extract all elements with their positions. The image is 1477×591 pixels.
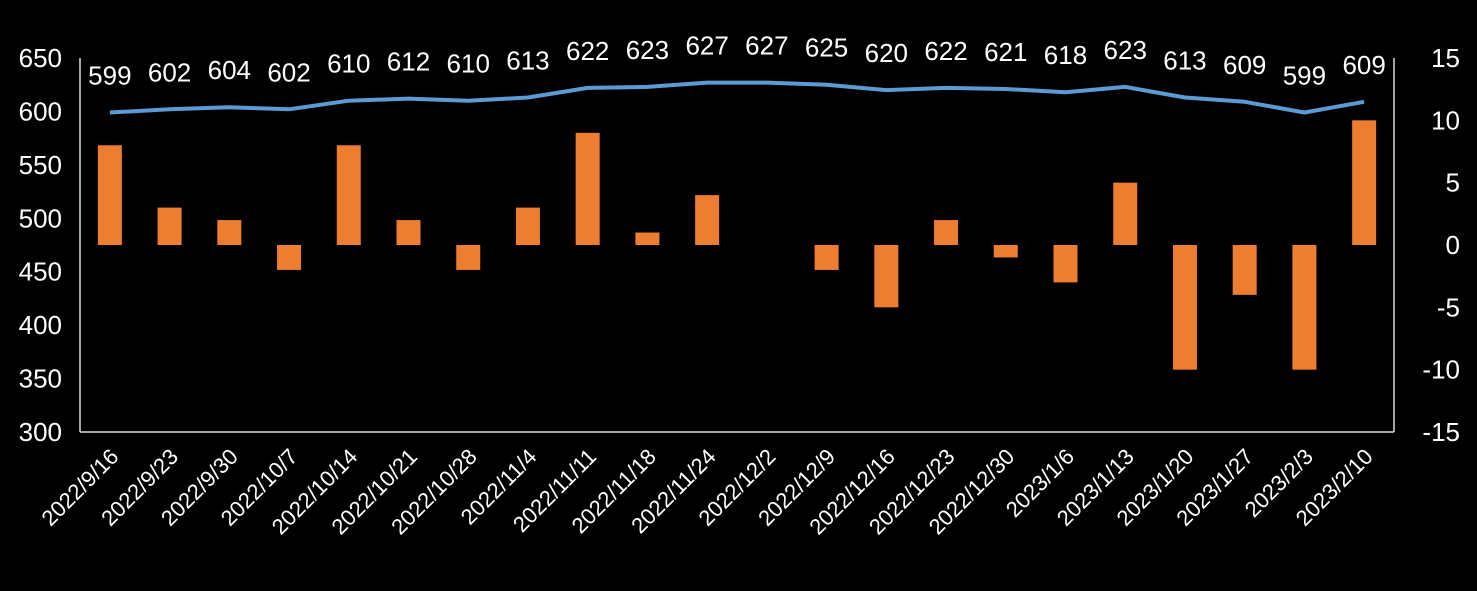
left-ticks: 650 600 550 500 450 400 350 300 xyxy=(19,43,62,447)
right-ticks: 15 10 5 0 -5 -10 -15 xyxy=(1422,43,1460,447)
line-data-label: 599 xyxy=(88,60,131,90)
right-tick-label: -10 xyxy=(1422,355,1460,385)
left-tick-label: 650 xyxy=(19,43,62,73)
line-data-label: 622 xyxy=(566,36,609,66)
line-data-label: 623 xyxy=(626,35,669,65)
bar xyxy=(874,245,899,308)
line-data-label: 612 xyxy=(387,47,430,77)
bar xyxy=(1053,245,1078,283)
bar xyxy=(97,145,122,245)
category-labels: 2022/9/162022/9/232022/9/302022/10/72022… xyxy=(37,444,1378,540)
line-data-label: 610 xyxy=(447,49,490,79)
left-tick-label: 450 xyxy=(19,257,62,287)
right-tick-label: 10 xyxy=(1431,105,1460,135)
line-series xyxy=(109,80,1365,115)
bar xyxy=(1292,245,1317,370)
series-line xyxy=(109,80,1365,115)
line-data-label: 627 xyxy=(745,31,788,61)
line-data-label: 620 xyxy=(865,38,908,68)
bar xyxy=(1232,245,1257,295)
line-data-label: 602 xyxy=(148,57,191,87)
bar xyxy=(695,195,720,245)
left-tick-label: 500 xyxy=(19,203,62,233)
line-labels: 599 602 604 602 610 612 610 613 622 623 627 627 625 6… xyxy=(88,31,1386,91)
line-data-label: 602 xyxy=(267,57,310,87)
line-data-label: 599 xyxy=(1283,60,1326,90)
line-data-label: 609 xyxy=(1223,50,1266,80)
line-data-label: 613 xyxy=(1163,46,1206,76)
bar xyxy=(575,132,600,245)
line-data-label: 604 xyxy=(208,55,251,85)
bar xyxy=(336,145,361,245)
left-tick-label: 300 xyxy=(19,417,62,447)
bar xyxy=(277,245,302,270)
bar xyxy=(1352,120,1377,245)
bar xyxy=(157,207,182,245)
line-data-label: 625 xyxy=(805,33,848,63)
bar xyxy=(814,245,839,270)
line-data-label: 621 xyxy=(984,37,1027,67)
line-data-label: 618 xyxy=(1044,40,1087,70)
left-tick-label: 350 xyxy=(19,364,62,394)
bar xyxy=(1172,245,1197,370)
right-tick-label: 15 xyxy=(1431,43,1460,73)
right-tick-label: 0 xyxy=(1446,230,1460,260)
left-tick-label: 400 xyxy=(19,310,62,340)
bar xyxy=(396,220,421,245)
bar xyxy=(635,232,660,245)
line-data-label: 609 xyxy=(1342,50,1385,80)
bars xyxy=(97,120,1377,370)
bar xyxy=(934,220,959,245)
line-data-label: 613 xyxy=(506,46,549,76)
bar xyxy=(993,245,1018,258)
line-data-label: 627 xyxy=(685,31,728,61)
bar xyxy=(1113,182,1138,245)
line-data-label: 622 xyxy=(924,36,967,66)
line-data-label: 623 xyxy=(1104,35,1147,65)
bar xyxy=(217,220,242,245)
right-tick-label: 5 xyxy=(1446,168,1460,198)
line-data-label: 610 xyxy=(327,49,370,79)
bar xyxy=(515,207,540,245)
bar xyxy=(456,245,481,270)
axes xyxy=(79,58,1395,433)
left-tick-label: 550 xyxy=(19,150,62,180)
right-tick-label: -5 xyxy=(1437,292,1460,322)
left-tick-label: 600 xyxy=(19,96,62,126)
right-tick-label: -15 xyxy=(1422,417,1460,447)
